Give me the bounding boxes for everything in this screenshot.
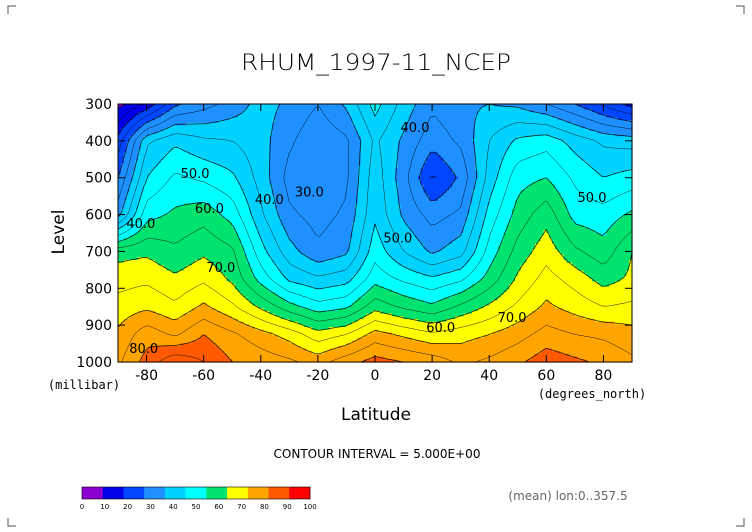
contour-label: 40.0 — [126, 217, 155, 232]
y-tick-label: 400 — [85, 134, 112, 150]
contour-label: 60.0 — [426, 321, 455, 336]
crop-mark-bottom-left — [7, 518, 16, 527]
colorbar-swatch — [289, 487, 311, 499]
contour-line-50 — [117, 103, 633, 290]
colorbar: 0 10 20 30 40 50 60 70 80 90 100 — [80, 486, 317, 511]
contour-line-95 — [158, 354, 204, 363]
colorbar-label: 70 — [237, 503, 246, 511]
contour-line-55 — [117, 151, 633, 302]
contour-label: 70.0 — [498, 311, 527, 326]
heatmap-field — [118, 104, 633, 363]
crop-mark-bottom-right — [736, 518, 745, 527]
contour-line-75 — [117, 265, 633, 342]
colorbar-label: 90 — [283, 503, 292, 511]
contour-line-35 — [117, 103, 633, 238]
colorbar-label: 0 — [80, 503, 84, 511]
contour-line-85 — [121, 318, 633, 363]
x-tick-label: -60 — [192, 368, 215, 384]
colorbar-swatch — [102, 487, 124, 499]
contour-label: 40.0 — [401, 121, 430, 136]
colorbar-label: 100 — [303, 503, 316, 511]
colorbar-label: 10 — [100, 503, 109, 511]
contour-line-70 — [117, 229, 633, 331]
y-tick-label: 700 — [85, 244, 112, 260]
contour-line-60 — [117, 177, 633, 313]
x-tick-label: 60 — [537, 368, 555, 384]
y-tick-label: 800 — [85, 281, 112, 297]
colorbar-label: 80 — [260, 503, 269, 511]
colorbar-swatch — [123, 487, 145, 499]
contour-line-80 — [117, 299, 633, 355]
y-tick-label: 300 — [85, 97, 112, 113]
x-tick-label: -20 — [306, 368, 329, 384]
contour-line-65 — [117, 200, 633, 322]
x-tick-label: -40 — [249, 368, 272, 384]
contour-label: 30.0 — [295, 186, 324, 201]
contour-label: 50.0 — [181, 167, 210, 182]
contour-label: 50.0 — [383, 232, 412, 247]
y-axis-units: (millibar) — [48, 378, 120, 392]
y-tick-label: 500 — [85, 171, 112, 187]
colorbar-swatch — [82, 487, 104, 499]
contour-line-45 — [117, 103, 633, 277]
x-tick-label: 20 — [423, 368, 441, 384]
x-tick-label: 40 — [480, 368, 498, 384]
y-tick-label: 600 — [85, 208, 112, 224]
crop-marks — [7, 5, 745, 527]
y-tick-label: 1000 — [76, 355, 112, 371]
colorbar-label: 60 — [214, 503, 223, 511]
contour-interval-note: CONTOUR INTERVAL = 5.000E+00 — [274, 447, 481, 461]
y-axis: 300 400 500 600 700 800 900 1000 — [76, 97, 632, 371]
x-tick-label: -80 — [135, 368, 158, 384]
colorbar-label: 50 — [192, 503, 201, 511]
colorbar-swatch — [227, 487, 249, 499]
contour-label: 60.0 — [195, 202, 224, 217]
x-axis: -80 -60 -40 -20 0 20 40 60 80 — [135, 104, 612, 384]
colorbar-swatch — [268, 487, 290, 499]
contour-line-40 — [117, 103, 633, 263]
contour-lines — [117, 103, 633, 363]
x-axis-label: Latitude — [341, 405, 411, 425]
colorbar-label: 40 — [169, 503, 178, 511]
contour-line-15 — [117, 103, 144, 123]
colorbar-swatch — [206, 487, 228, 499]
colorbar-frame — [81, 486, 311, 500]
x-tick-label: 0 — [371, 368, 380, 384]
colorbar-swatch — [164, 487, 186, 499]
contour-line-25 — [117, 103, 633, 178]
contour-label: 80.0 — [129, 342, 158, 357]
contour-labels: 50.0 60.0 40.0 70.0 80.0 40.0 30.0 40.0 50.0 60.0… — [126, 121, 606, 357]
colorbar-swatch — [185, 487, 207, 499]
colorbar-label: 20 — [123, 503, 132, 511]
y-tick-label: 900 — [85, 318, 112, 334]
colorbar-swatch — [144, 487, 166, 499]
crop-mark-top-right — [736, 5, 745, 14]
contour-label: 70.0 — [206, 261, 235, 276]
colorbar-swatch — [247, 487, 269, 499]
chart-title: RHUM_1997-11_NCEP — [241, 51, 511, 76]
crop-mark-top-left — [7, 5, 16, 14]
x-axis-units: (degrees_north) — [538, 387, 646, 401]
contour-label: 40.0 — [255, 193, 284, 208]
footnote: (mean) lon:0..357.5 — [508, 489, 627, 503]
colorbar-label: 30 — [146, 503, 155, 511]
contour-line-30 — [117, 103, 633, 201]
y-axis-label: Level — [49, 210, 69, 255]
x-tick-label: 80 — [595, 368, 613, 384]
contour-label: 50.0 — [578, 191, 607, 206]
